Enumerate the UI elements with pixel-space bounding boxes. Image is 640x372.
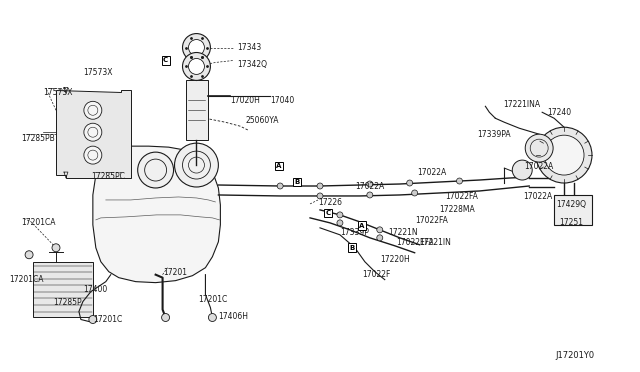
Text: 17022F: 17022F — [362, 270, 390, 279]
Text: 17285P: 17285P — [53, 298, 82, 307]
Polygon shape — [93, 146, 220, 283]
Text: 17201C: 17201C — [93, 314, 122, 324]
Circle shape — [317, 193, 323, 199]
Text: 17228MA: 17228MA — [440, 205, 476, 214]
Circle shape — [84, 123, 102, 141]
Circle shape — [317, 183, 323, 189]
Text: J17201Y0: J17201Y0 — [555, 352, 595, 360]
Circle shape — [209, 314, 216, 321]
Circle shape — [161, 314, 170, 321]
Text: 17022A: 17022A — [418, 168, 447, 177]
Circle shape — [52, 244, 60, 252]
Text: 17220H: 17220H — [380, 255, 410, 264]
Text: 17040: 17040 — [270, 96, 294, 105]
Circle shape — [189, 58, 204, 74]
Text: 17020H: 17020H — [230, 96, 260, 105]
Text: B: B — [294, 179, 300, 185]
Circle shape — [544, 135, 584, 175]
Text: 17022A: 17022A — [355, 182, 384, 191]
Circle shape — [189, 39, 204, 55]
Circle shape — [182, 33, 211, 61]
Text: C: C — [163, 57, 168, 64]
Text: 17022FA: 17022FA — [445, 192, 479, 201]
Text: 17022A: 17022A — [524, 162, 554, 171]
Text: 17240: 17240 — [547, 108, 572, 117]
Circle shape — [377, 235, 383, 241]
Text: 17201CA: 17201CA — [9, 275, 44, 284]
Text: 17022A: 17022A — [524, 192, 552, 201]
Text: A: A — [359, 223, 365, 229]
Text: 17226: 17226 — [318, 198, 342, 207]
Text: 17251: 17251 — [559, 218, 583, 227]
Text: 17343: 17343 — [237, 42, 262, 52]
Text: 17201C: 17201C — [198, 295, 228, 304]
Text: 17201CA: 17201CA — [21, 218, 56, 227]
Circle shape — [277, 183, 283, 189]
Circle shape — [536, 127, 592, 183]
Text: 17022EFA: 17022EFA — [396, 238, 433, 247]
Text: A: A — [276, 163, 282, 169]
Circle shape — [25, 251, 33, 259]
Text: 17429Q: 17429Q — [556, 200, 586, 209]
Text: 17573X: 17573X — [43, 89, 72, 97]
Circle shape — [89, 315, 97, 324]
Circle shape — [525, 134, 553, 162]
Text: 17285PC: 17285PC — [91, 172, 125, 181]
Text: 17573X: 17573X — [83, 68, 113, 77]
Bar — [554, 195, 592, 225]
Text: 17221INA: 17221INA — [503, 100, 540, 109]
Circle shape — [337, 220, 343, 226]
Circle shape — [377, 227, 383, 233]
Text: 17201: 17201 — [164, 268, 188, 277]
Circle shape — [512, 160, 532, 180]
Text: 17406H: 17406H — [218, 311, 248, 321]
Circle shape — [138, 152, 173, 188]
Text: B: B — [349, 245, 355, 251]
Text: 17022FA: 17022FA — [415, 216, 449, 225]
Circle shape — [337, 212, 343, 218]
Circle shape — [412, 190, 418, 196]
Circle shape — [84, 146, 102, 164]
Circle shape — [367, 181, 373, 187]
Polygon shape — [186, 80, 209, 140]
Text: 17342Q: 17342Q — [237, 61, 268, 70]
Bar — [33, 262, 93, 317]
Polygon shape — [56, 90, 131, 178]
Text: 17339P: 17339P — [340, 228, 369, 237]
Text: 25060YA: 25060YA — [245, 116, 279, 125]
Circle shape — [84, 101, 102, 119]
Text: 17285PB: 17285PB — [21, 134, 55, 143]
Circle shape — [406, 180, 413, 186]
Text: C: C — [325, 210, 330, 216]
Circle shape — [456, 178, 463, 184]
Circle shape — [175, 143, 218, 187]
Text: 17400: 17400 — [83, 285, 107, 294]
Text: 17221N: 17221N — [388, 228, 417, 237]
Text: 17221IN: 17221IN — [420, 238, 451, 247]
Text: 17339PA: 17339PA — [477, 130, 511, 139]
Circle shape — [367, 192, 373, 198]
Circle shape — [182, 52, 211, 80]
